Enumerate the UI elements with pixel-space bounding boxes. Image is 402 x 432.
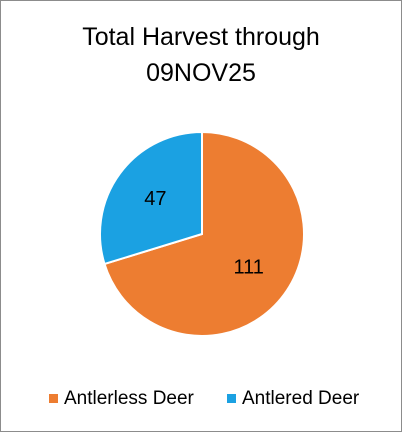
- data-label: 47: [144, 188, 166, 210]
- pie-slice: [99, 130, 203, 266]
- data-label: 111: [233, 257, 263, 279]
- chart-title: Total Harvest through 09NOV25: [82, 23, 320, 87]
- legend-swatch: [227, 394, 236, 403]
- pie-slice: [103, 130, 305, 337]
- legend-label: Antlered Deer: [242, 388, 360, 409]
- legend-swatch: [49, 394, 58, 403]
- legend-label: Antlerless Deer: [64, 388, 195, 409]
